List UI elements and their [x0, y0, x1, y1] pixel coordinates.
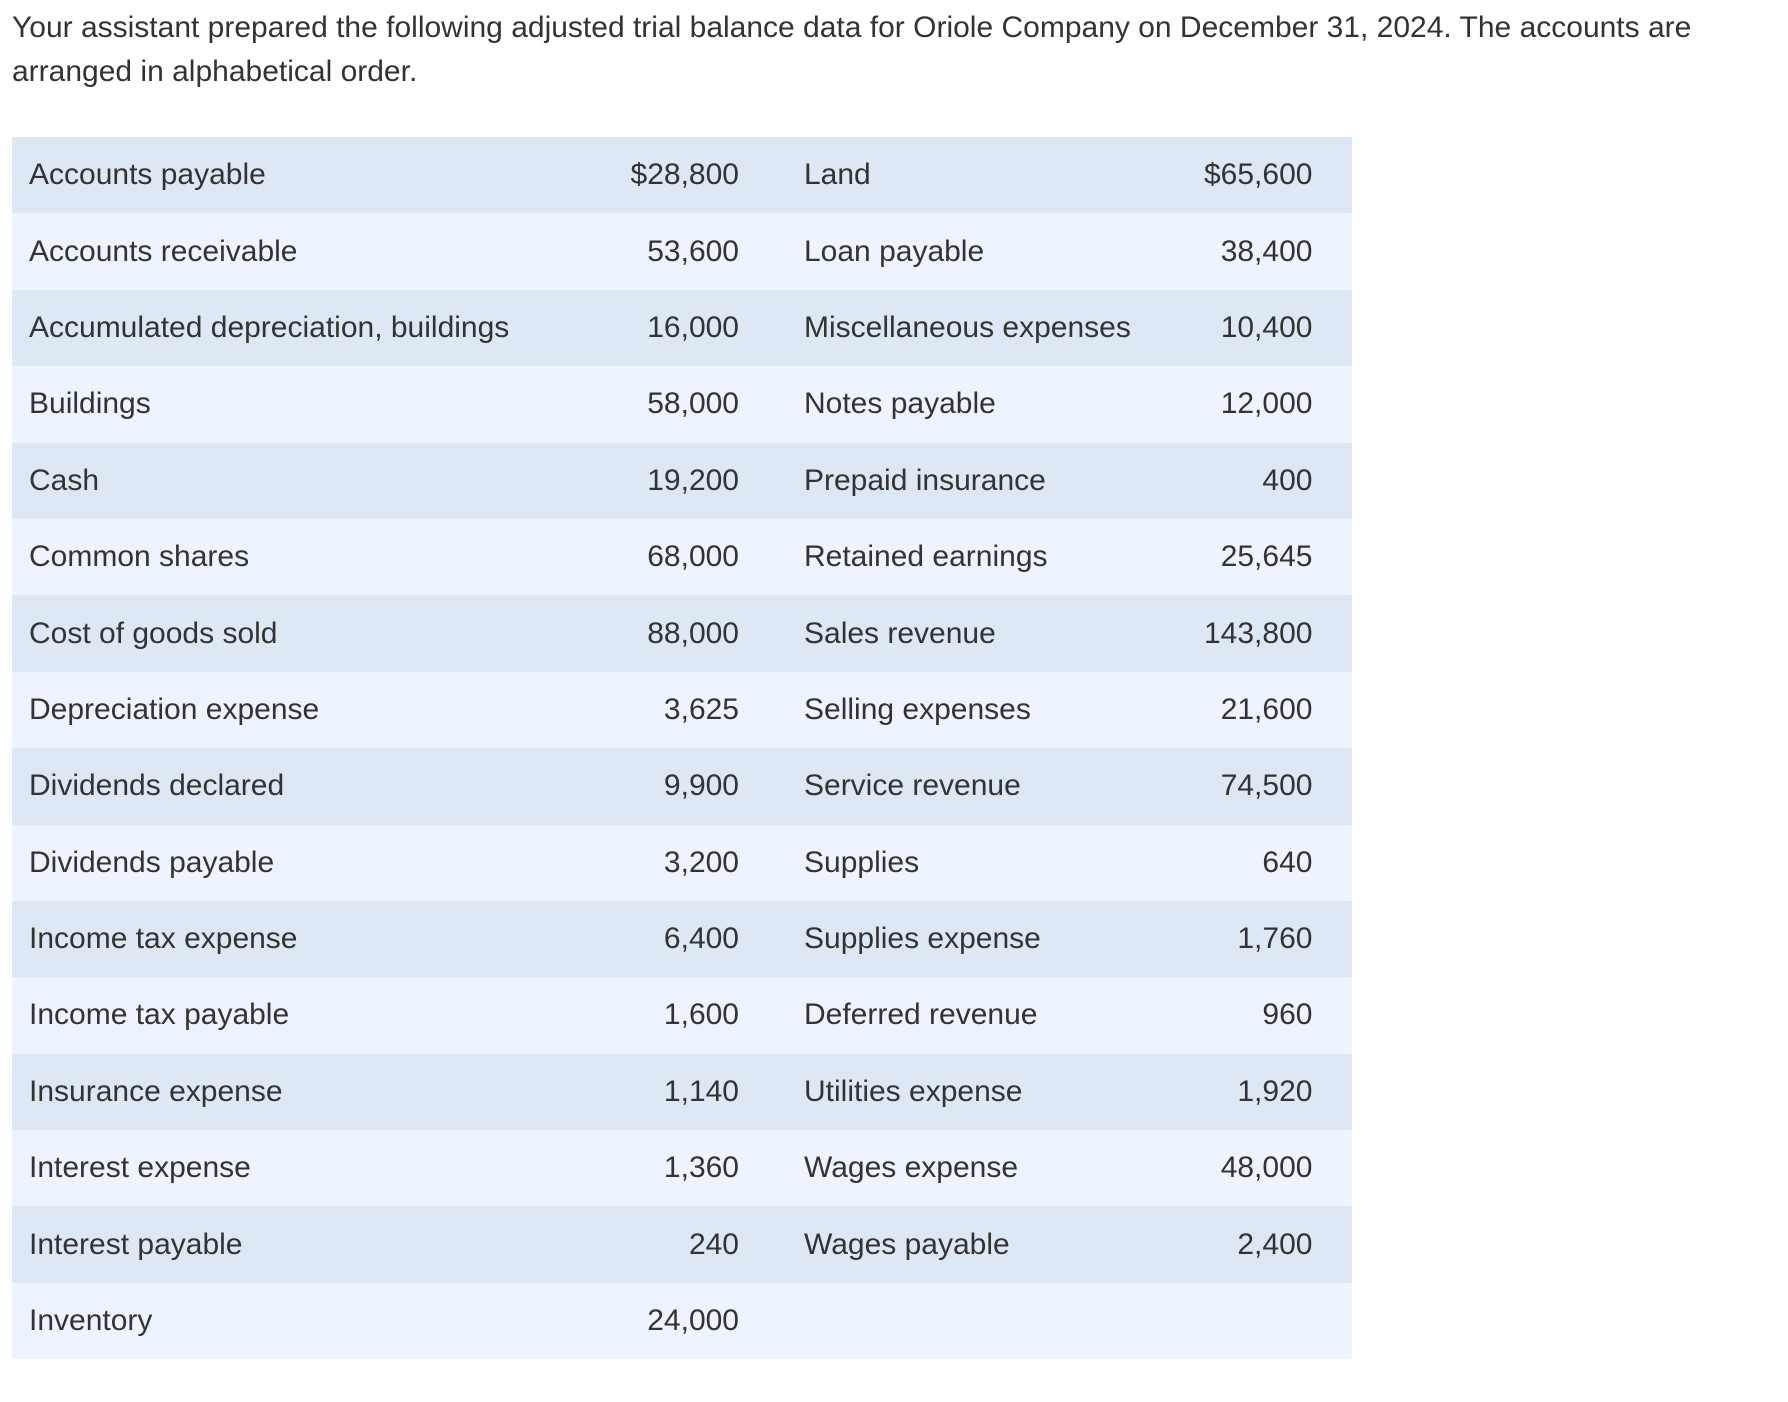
account-name: Supplies expense — [804, 922, 1041, 956]
spacer-cell — [1312, 977, 1352, 1053]
account-amount: 16,000 — [647, 310, 739, 344]
account-amount: 10,400 — [1220, 310, 1313, 344]
intro-text: Your assistant prepared the following ad… — [12, 11, 1692, 88]
account-name: Prepaid insurance — [804, 463, 1046, 497]
table-row: Inventory 24,000 — [12, 1282, 1352, 1360]
account-amount: 68,000 — [647, 540, 739, 574]
account-amount: 960 — [1262, 998, 1313, 1032]
account-name: Land — [804, 158, 871, 192]
spacer-cell — [1312, 901, 1352, 977]
account-name: Utilities expense — [804, 1074, 1023, 1108]
account-name: Income tax payable — [29, 998, 290, 1032]
account-name: Buildings — [29, 387, 151, 421]
account-amount: 53,600 — [647, 234, 739, 268]
account-name: Dividends payable — [29, 845, 275, 879]
table-row: Interest expense 1,360 Wages expense 48,000 — [12, 1130, 1352, 1207]
spacer-cell — [1312, 366, 1352, 442]
table-row: Income tax payable 1,600 Deferred revenue 9… — [12, 977, 1352, 1054]
account-name: Common shares — [29, 540, 250, 574]
account-amount: 12,000 — [1220, 387, 1313, 421]
table-row: Insurance expense 1,140 Utilities expense 1… — [12, 1053, 1352, 1131]
account-name: Wages payable — [804, 1227, 1010, 1261]
account-amount: 1,760 — [1237, 922, 1313, 956]
account-amount: 1,920 — [1237, 1074, 1313, 1108]
account-amount: 74,500 — [1220, 769, 1313, 803]
table-row: Interest payable 240 Wages payable 2,400 — [12, 1206, 1352, 1283]
account-amount: $28,800 — [630, 158, 739, 192]
account-name: Insurance expense — [29, 1074, 283, 1108]
account-amount: 240 — [688, 1227, 739, 1261]
account-name: Depreciation expense — [29, 692, 320, 726]
empty-cell — [739, 1283, 1204, 1359]
account-amount: 6,400 — [663, 922, 739, 956]
account-name: Accounts payable — [29, 158, 266, 192]
account-name: Cost of goods sold — [29, 616, 278, 650]
table-row: Accounts payable $28,800 Land $65,600 — [12, 137, 1352, 214]
table-row: Common shares 68,000 Retained earnings 25,6… — [12, 518, 1352, 596]
account-name: Supplies — [804, 845, 920, 879]
spacer-cell — [1312, 290, 1352, 366]
spacer-cell — [1312, 1283, 1352, 1359]
account-name: Miscellaneous expenses — [804, 310, 1131, 344]
account-amount: 3,625 — [663, 692, 739, 726]
account-amount: 2,400 — [1237, 1227, 1313, 1261]
spacer-cell — [1312, 213, 1352, 289]
account-amount: 9,900 — [663, 769, 739, 803]
account-name: Loan payable — [804, 234, 985, 268]
table-row: Accumulated depreciation, buildings 16,00… — [12, 289, 1352, 367]
spacer-cell — [1312, 1130, 1352, 1206]
spacer-cell — [1312, 672, 1352, 748]
account-amount: 400 — [1262, 463, 1313, 497]
spacer-cell — [1312, 748, 1352, 824]
account-amount: $65,600 — [1204, 158, 1313, 192]
account-amount: 38,400 — [1220, 234, 1313, 268]
account-amount: 21,600 — [1220, 692, 1313, 726]
account-name: Retained earnings — [804, 540, 1048, 574]
account-name: Interest payable — [29, 1227, 243, 1261]
spacer-cell — [1312, 1206, 1352, 1282]
account-name: Deferred revenue — [804, 998, 1038, 1032]
table-row: Dividends payable 3,200 Supplies 640 — [12, 824, 1352, 901]
account-amount: 24,000 — [647, 1304, 739, 1338]
spacer-cell — [1312, 825, 1352, 901]
spacer-cell — [1312, 1054, 1352, 1130]
account-amount: 1,360 — [663, 1151, 739, 1185]
account-name: Accounts receivable — [29, 234, 298, 268]
empty-cell — [1204, 1283, 1312, 1359]
account-amount: 1,140 — [663, 1074, 739, 1108]
account-amount: 19,200 — [647, 463, 739, 497]
account-amount: 88,000 — [647, 616, 739, 650]
account-amount: 143,800 — [1204, 616, 1313, 650]
spacer-cell — [1312, 595, 1352, 671]
account-name: Selling expenses — [804, 692, 1031, 726]
account-name: Notes payable — [804, 387, 996, 421]
account-name: Wages expense — [804, 1151, 1019, 1185]
account-name: Inventory — [29, 1304, 153, 1338]
account-amount: 640 — [1262, 845, 1313, 879]
account-name: Dividends declared — [29, 769, 285, 803]
account-name: Cash — [29, 463, 100, 497]
spacer-cell — [1312, 443, 1352, 519]
account-amount: 58,000 — [647, 387, 739, 421]
account-amount: 3,200 — [663, 845, 739, 879]
spacer-cell — [1312, 519, 1352, 595]
table-row: Buildings 58,000 Notes payable 12,000 — [12, 366, 1352, 443]
table-row: Income tax expense 6,400 Supplies expense 1… — [12, 900, 1352, 978]
trial-balance-table: Accounts payable $28,800 Land $65,600 Accoun… — [12, 137, 1352, 1360]
account-name: Accumulated depreciation, buildings — [29, 310, 510, 344]
account-amount: 25,645 — [1220, 540, 1313, 574]
account-name: Interest expense — [29, 1151, 251, 1185]
account-name: Sales revenue — [804, 616, 996, 650]
account-amount: 1,600 — [663, 998, 739, 1032]
table-row: Dividends declared 9,900 Service revenue 74… — [12, 748, 1352, 825]
table-row: Accounts receivable 53,600 Loan payable 38,… — [12, 213, 1352, 290]
account-name: Service revenue — [804, 769, 1021, 803]
table-row: Depreciation expense 3,625 Selling expense… — [12, 671, 1352, 749]
account-amount: 48,000 — [1220, 1151, 1313, 1185]
spacer-cell — [1312, 137, 1352, 213]
table-row: Cost of goods sold 88,000 Sales revenue 143… — [12, 595, 1352, 672]
account-name: Income tax expense — [29, 922, 298, 956]
table-row: Cash 19,200 Prepaid insurance 400 — [12, 442, 1352, 519]
